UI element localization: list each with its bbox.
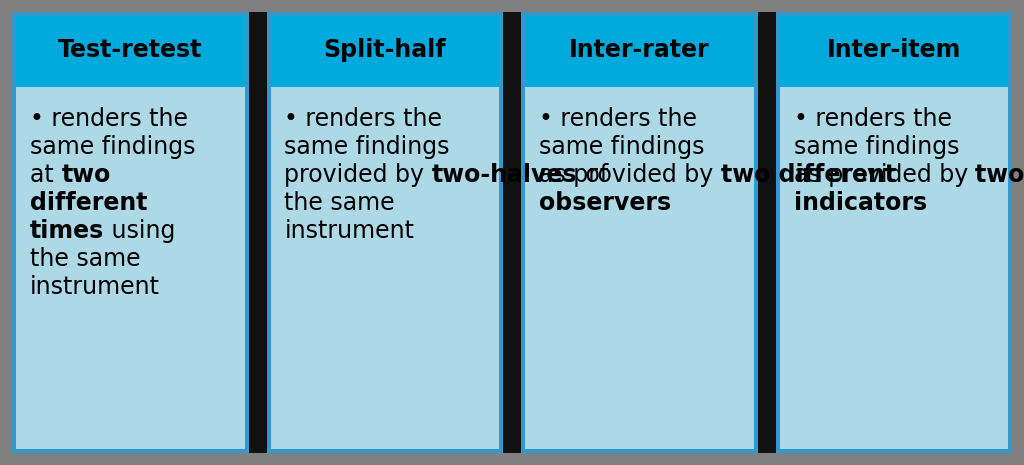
Bar (779, 16, 1008, 87)
Text: indicators: indicators (794, 191, 927, 215)
Bar (270, 87, 499, 449)
Text: times: times (30, 219, 104, 243)
Bar (266, 12, 503, 453)
Text: same findings: same findings (30, 135, 196, 159)
Text: as provided by: as provided by (794, 163, 975, 187)
Text: two: two (61, 163, 111, 187)
Text: as provided by: as provided by (539, 163, 721, 187)
Bar (525, 16, 754, 87)
Bar (12, 12, 249, 453)
Text: • renders the: • renders the (30, 107, 188, 131)
Text: Inter-rater: Inter-rater (569, 38, 710, 61)
Text: instrument: instrument (285, 219, 415, 243)
Text: same findings: same findings (794, 135, 959, 159)
Bar (16, 87, 245, 449)
Text: • renders the: • renders the (794, 107, 951, 131)
Text: two or more: two or more (975, 163, 1024, 187)
Bar (775, 12, 1012, 453)
Text: different: different (30, 191, 147, 215)
Text: observers: observers (539, 191, 671, 215)
Bar (16, 16, 245, 87)
Text: Inter-item: Inter-item (826, 38, 961, 61)
Bar (525, 87, 754, 449)
Text: instrument: instrument (30, 275, 160, 299)
Text: two different: two different (721, 163, 896, 187)
Text: two-halves: two-halves (432, 163, 578, 187)
Text: same findings: same findings (285, 135, 450, 159)
Bar (779, 87, 1008, 449)
Bar (521, 12, 758, 453)
Text: using: using (104, 219, 176, 243)
Text: • renders the: • renders the (285, 107, 442, 131)
Text: of: of (578, 163, 608, 187)
Text: Split-half: Split-half (324, 38, 446, 61)
Text: the same: the same (30, 247, 140, 271)
Text: same findings: same findings (539, 135, 705, 159)
Text: provided by: provided by (285, 163, 432, 187)
Text: Test-retest: Test-retest (58, 38, 203, 61)
Text: • renders the: • renders the (539, 107, 697, 131)
Bar (270, 16, 499, 87)
Text: the same: the same (285, 191, 395, 215)
Text: at: at (30, 163, 61, 187)
